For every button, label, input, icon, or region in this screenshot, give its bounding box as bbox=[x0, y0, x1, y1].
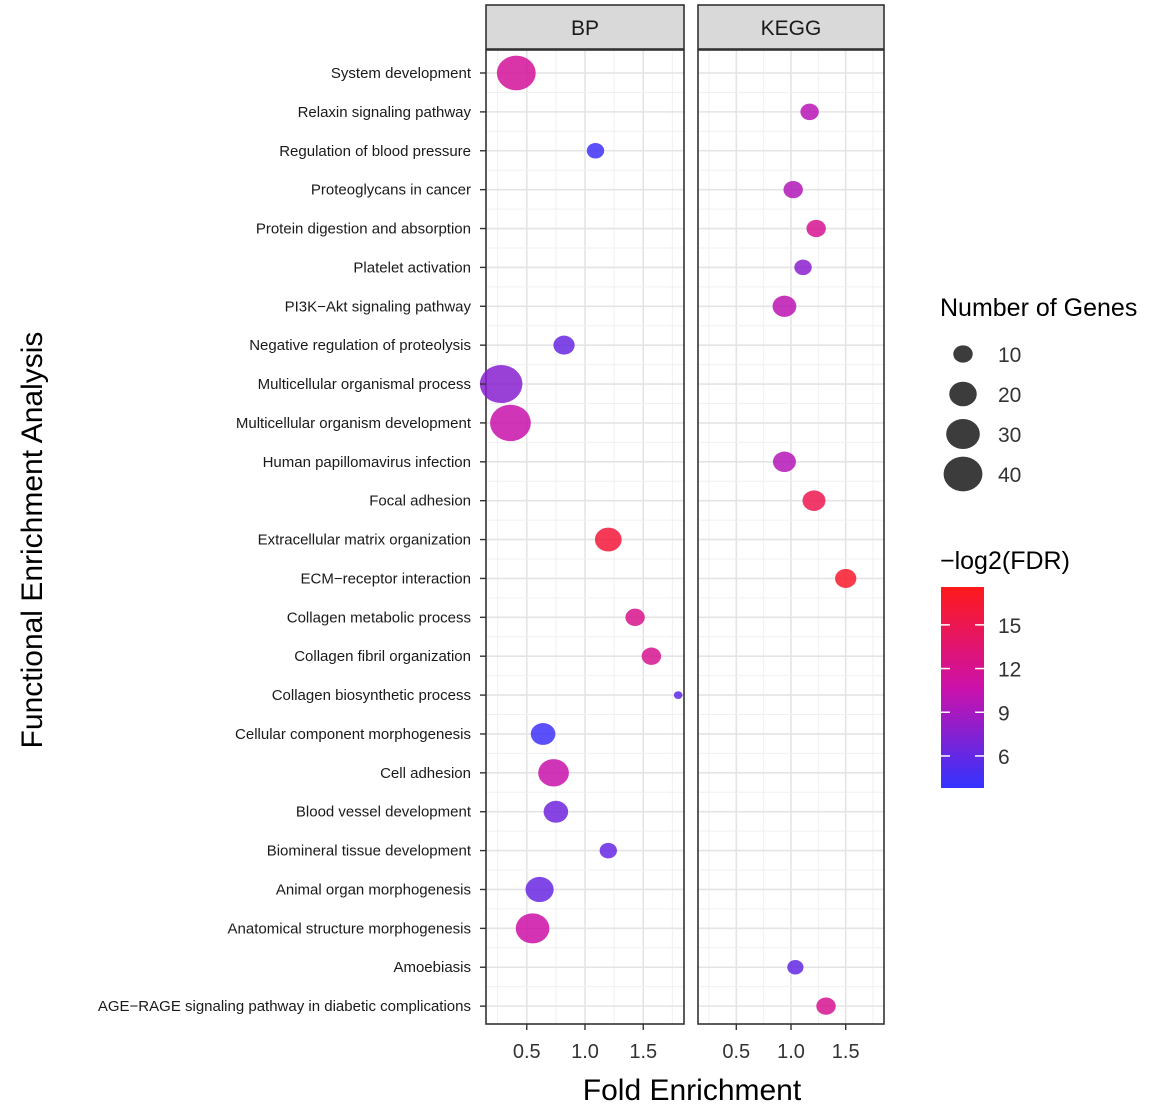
data-point bbox=[787, 959, 804, 975]
data-point bbox=[806, 219, 826, 238]
category-label: AGE−RAGE signaling pathway in diabetic c… bbox=[98, 998, 471, 1015]
category-label: Regulation of blood pressure bbox=[279, 143, 471, 160]
data-point bbox=[525, 876, 554, 903]
legend-layer: Number of Genes 10 20 30 40 −log2(FDR) 6 9 12 15 bbox=[940, 294, 1137, 788]
data-point bbox=[772, 295, 797, 317]
category-label: ECM−receptor interaction bbox=[301, 570, 472, 587]
color-legend-bar bbox=[941, 587, 984, 788]
y-axis-title: Functional Enrichment Analysis bbox=[16, 332, 49, 749]
facet-label-bp: BP bbox=[571, 17, 599, 40]
data-point bbox=[553, 335, 575, 355]
data-point bbox=[783, 180, 803, 199]
category-label: Anatomical structure morphogenesis bbox=[228, 920, 471, 937]
facet-strip-kegg bbox=[697, 4, 885, 50]
category-label: Collagen fibril organization bbox=[294, 648, 471, 665]
category-label: Multicellular organism development bbox=[236, 415, 472, 432]
x-tick-label: 0.5 bbox=[513, 1041, 541, 1063]
size-legend-key bbox=[943, 456, 983, 492]
category-label: Collagen biosynthetic process bbox=[272, 687, 471, 704]
x-tick-label: 1.5 bbox=[832, 1041, 860, 1063]
data-point bbox=[543, 800, 569, 823]
category-label: Extracellular matrix organization bbox=[258, 532, 471, 549]
category-label: Cellular component morphogenesis bbox=[235, 726, 471, 743]
color-legend-label: 9 bbox=[998, 702, 1010, 725]
category-label: Collagen metabolic process bbox=[287, 609, 471, 626]
category-label: Animal organ morphogenesis bbox=[276, 881, 471, 898]
category-label: Negative regulation of proteolysis bbox=[249, 337, 471, 354]
size-legend-label: 30 bbox=[998, 424, 1021, 447]
data-point bbox=[641, 647, 662, 665]
facet-label-kegg: KEGG bbox=[761, 17, 822, 40]
size-legend-label: 10 bbox=[998, 344, 1021, 367]
size-legend-key bbox=[946, 418, 980, 450]
category-label: System development bbox=[331, 65, 472, 82]
category-label: Biomineral tissue development bbox=[267, 843, 472, 860]
category-label: Amoebiasis bbox=[393, 959, 471, 976]
data-point bbox=[625, 608, 645, 626]
panel-layer: BP KEGG bbox=[485, 4, 885, 1025]
size-legend-title: Number of Genes bbox=[940, 294, 1137, 322]
category-label: Human papillomavirus infection bbox=[263, 454, 471, 471]
points-layer bbox=[479, 55, 857, 1015]
data-point bbox=[515, 913, 550, 944]
data-point bbox=[772, 451, 796, 473]
category-label: Focal adhesion bbox=[369, 493, 471, 510]
data-point bbox=[802, 490, 826, 511]
data-point bbox=[673, 691, 683, 699]
data-point bbox=[816, 997, 836, 1015]
facet-strip-bp bbox=[485, 4, 685, 50]
category-label: Protein digestion and absorption bbox=[256, 221, 471, 238]
color-legend-label: 6 bbox=[998, 746, 1010, 769]
category-label: Blood vessel development bbox=[296, 804, 472, 821]
category-label: Proteoglycans in cancer bbox=[311, 182, 471, 199]
category-label: Cell adhesion bbox=[380, 765, 471, 782]
grid-layer bbox=[486, 50, 884, 1024]
data-point bbox=[538, 759, 569, 787]
color-legend-label: 12 bbox=[998, 659, 1021, 682]
color-legend-title: −log2(FDR) bbox=[940, 547, 1070, 575]
data-point bbox=[490, 404, 531, 442]
x-tick-label: 1.0 bbox=[571, 1041, 599, 1063]
axes-layer: 0.5 1.0 1.5 0.5 1.0 1.5 System development Rela… bbox=[98, 65, 860, 1063]
color-legend-label: 15 bbox=[998, 615, 1021, 638]
size-legend-key bbox=[953, 345, 973, 363]
data-point bbox=[530, 722, 556, 745]
size-legend-label: 20 bbox=[998, 384, 1021, 407]
size-legend-key bbox=[949, 381, 977, 407]
x-tick-label: 1.0 bbox=[777, 1041, 805, 1063]
data-point bbox=[599, 842, 617, 859]
data-point bbox=[794, 259, 812, 276]
data-point bbox=[594, 527, 622, 552]
category-label: PI3K−Akt signaling pathway bbox=[285, 298, 472, 315]
data-point bbox=[586, 143, 605, 159]
category-label: Relaxin signaling pathway bbox=[298, 104, 472, 121]
data-point bbox=[800, 103, 819, 121]
data-point bbox=[835, 568, 857, 588]
data-point bbox=[479, 365, 523, 404]
category-label: Multicellular organismal process bbox=[258, 376, 471, 393]
x-axis-title: Fold Enrichment bbox=[583, 1074, 802, 1107]
size-legend-label: 40 bbox=[998, 464, 1021, 487]
x-tick-label: 1.5 bbox=[629, 1041, 657, 1063]
x-tick-label: 0.5 bbox=[722, 1041, 750, 1063]
category-label: Platelet activation bbox=[353, 259, 471, 276]
data-point bbox=[496, 55, 536, 91]
